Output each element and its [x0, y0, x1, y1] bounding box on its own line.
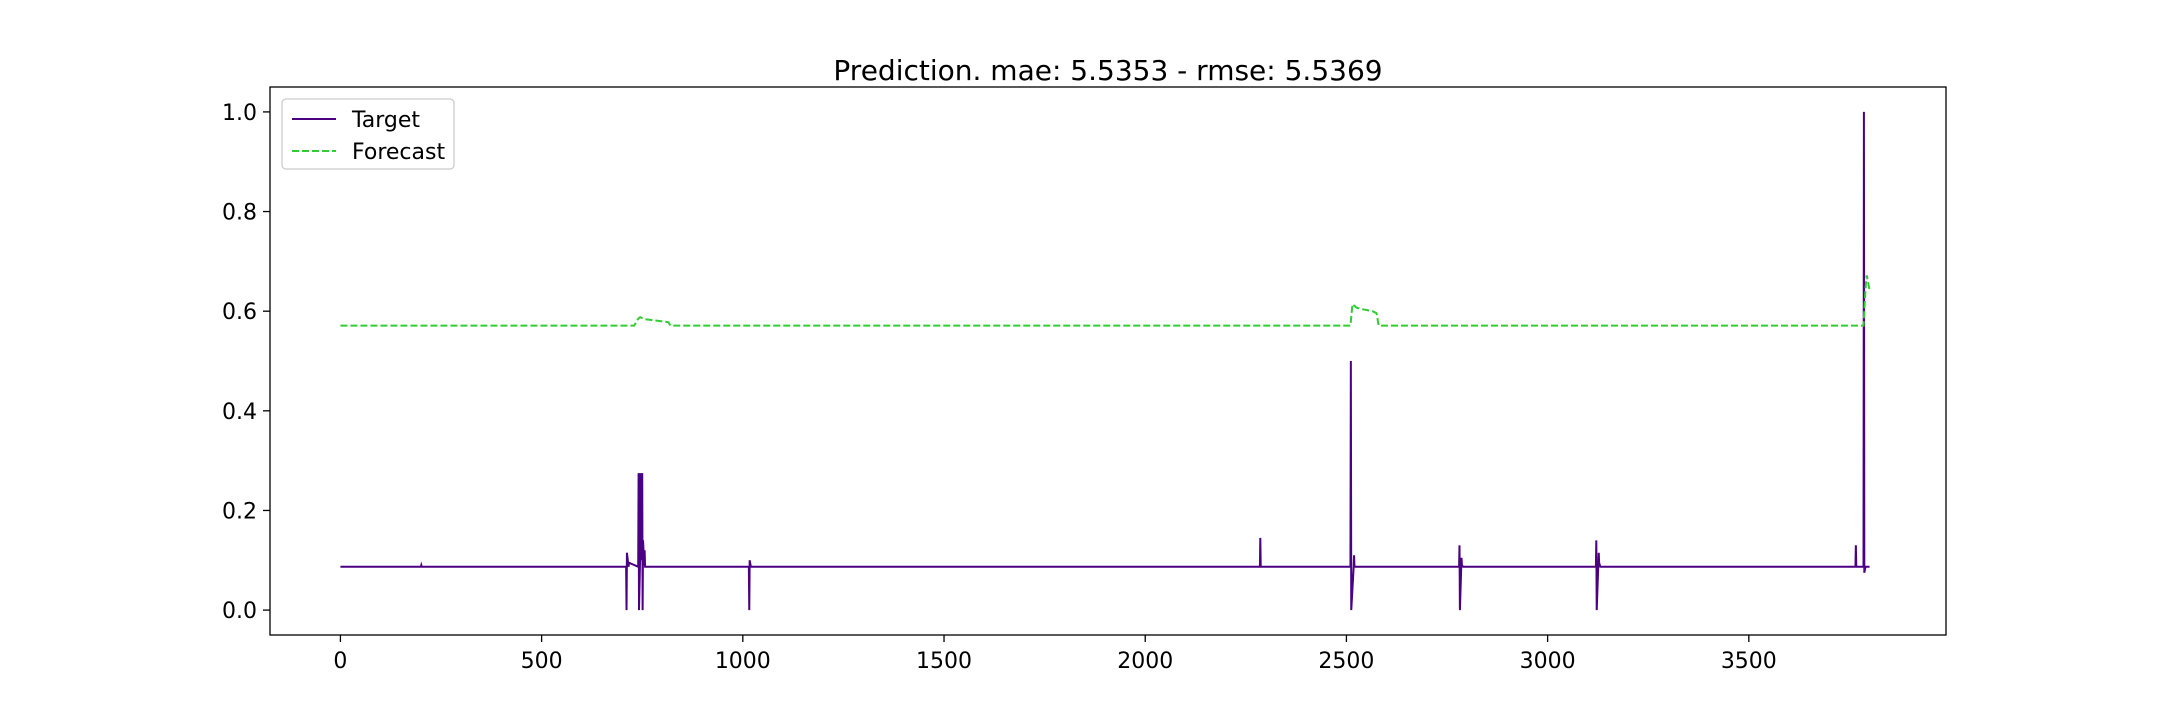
legend: Target Forecast — [281, 98, 455, 170]
x-axis: 0 500 1000 1500 2000 2500 3000 3500 — [333, 635, 1777, 674]
y-axis: 0.0 0.2 0.4 0.6 0.8 1.0 — [222, 101, 270, 624]
y-tick-label: 1.0 — [222, 101, 257, 126]
y-tick-label: 0.0 — [222, 599, 257, 624]
x-tick-label: 0 — [333, 649, 347, 674]
y-tick-label: 0.4 — [222, 400, 257, 425]
x-tick-label: 3500 — [1721, 649, 1777, 674]
x-tick-label: 2000 — [1117, 649, 1173, 674]
plot-area — [340, 111, 1871, 611]
x-tick-label: 1000 — [715, 649, 771, 674]
x-tick-label: 1500 — [916, 649, 972, 674]
x-tick-label: 500 — [521, 649, 563, 674]
series-line-forecast — [340, 275, 1871, 327]
x-tick-label: 3000 — [1520, 649, 1576, 674]
chart-title: Prediction. mae: 5.5353 - rmse: 5.5369 — [833, 54, 1382, 87]
plot-frame — [269, 86, 1947, 636]
y-tick-label: 0.6 — [222, 300, 257, 325]
y-tick-label: 0.2 — [222, 499, 257, 524]
x-tick-label: 2500 — [1318, 649, 1374, 674]
series-line-target — [340, 111, 1870, 611]
y-tick-label: 0.8 — [222, 201, 257, 226]
legend-label-target: Target — [351, 108, 420, 133]
legend-label-forecast: Forecast — [352, 140, 445, 165]
